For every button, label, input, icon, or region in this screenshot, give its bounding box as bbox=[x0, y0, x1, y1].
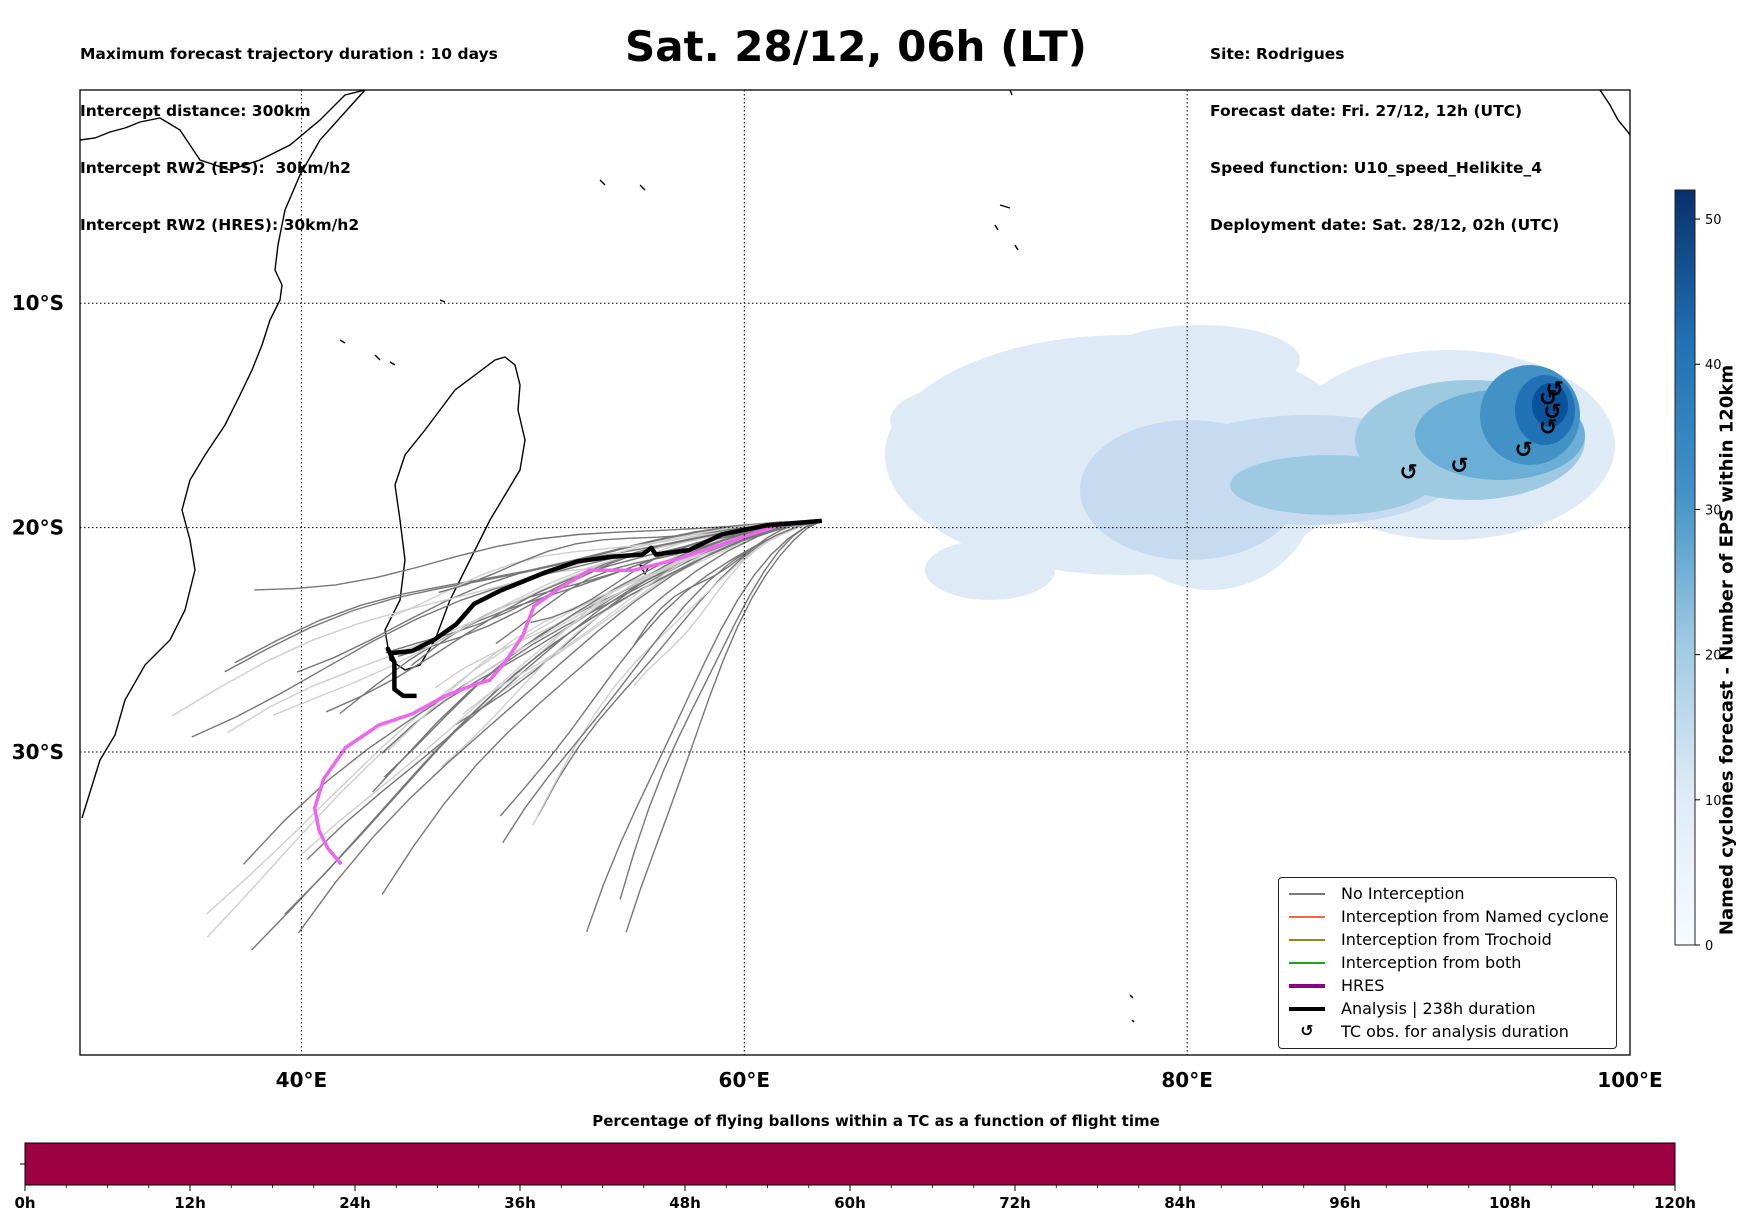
colorbar bbox=[1674, 189, 1696, 946]
legend-swatch bbox=[1289, 893, 1325, 895]
cyclone-density-field bbox=[885, 325, 1615, 600]
seychelles-islands bbox=[439, 179, 646, 303]
eps-trajectory bbox=[586, 520, 823, 933]
header-right-line: Speed function: U10_speed_Helikite_4 bbox=[1210, 159, 1543, 177]
madagascar-coastline bbox=[384, 356, 526, 671]
eps-trajectory bbox=[633, 520, 822, 687]
colorbar-label-wrap: Named cyclones forecast - Number of EPS … bbox=[1712, 350, 1742, 950]
eps-trajectory bbox=[325, 520, 822, 713]
tc-obs-marker-icon: ↺ bbox=[1543, 400, 1561, 425]
header-right-line: Site: Rodrigues bbox=[1210, 45, 1345, 63]
sumatra-coastline bbox=[1599, 90, 1630, 136]
header-left-info: Maximum forecast trajectory duration : 1… bbox=[80, 7, 498, 254]
timebar-tick-label: 96h bbox=[1329, 1194, 1361, 1212]
colorbar-ticks: 0 10 20 30 40 50 bbox=[1695, 213, 1722, 954]
legend-label: No Interception bbox=[1341, 884, 1465, 903]
hres-trajectory bbox=[312, 519, 822, 866]
timebar-title: Percentage of flying ballons within a TC… bbox=[592, 1112, 1160, 1130]
comoros-islands bbox=[339, 339, 396, 366]
amsterdam-island bbox=[1129, 994, 1135, 1023]
legend-swatch bbox=[1289, 984, 1325, 988]
timebar-ticks: 0h 12h 24h 36h 48h 60h 72h 84h 96h 108h 120h bbox=[14, 1185, 1696, 1212]
tc-obs-marker-icon: ↺ bbox=[1514, 438, 1532, 463]
lon-tick-labels: 40°E 60°E 80°E 100°E bbox=[276, 1068, 1663, 1092]
tc-obs-marker-icon: ↺ bbox=[1539, 416, 1557, 441]
timebar-tick-label: 72h bbox=[999, 1194, 1031, 1212]
eps-trajectory bbox=[619, 520, 823, 900]
colorbar-tick-label: 10 bbox=[1705, 794, 1722, 809]
timebar-tick-label: 0h bbox=[14, 1194, 35, 1212]
lon-tick-label: 100°E bbox=[1597, 1068, 1662, 1092]
timebar-tick-label: 48h bbox=[669, 1194, 701, 1212]
tc-obs-marker-icon: ↺ bbox=[1399, 461, 1417, 486]
legend-swatch bbox=[1289, 939, 1325, 941]
africa-coastline bbox=[80, 90, 366, 819]
eps-trajectory bbox=[171, 520, 822, 717]
colorbar-label: Named cyclones forecast - Number of EPS … bbox=[1716, 364, 1738, 936]
eps-trajectory bbox=[625, 520, 823, 933]
eps-trajectory bbox=[502, 520, 822, 844]
legend-label: HRES bbox=[1341, 976, 1385, 995]
legend-label: Interception from both bbox=[1341, 953, 1522, 972]
legend-label: Interception from Trochoid bbox=[1341, 930, 1552, 949]
lat-tick-label: 30°S bbox=[12, 740, 64, 764]
lat-tick-label: 20°S bbox=[12, 516, 64, 540]
tc-obs-marker-icon: ↺ bbox=[1539, 386, 1557, 411]
grid bbox=[80, 90, 1630, 1055]
timebar-tick-label: 108h bbox=[1489, 1194, 1531, 1212]
lon-tick-label: 60°E bbox=[719, 1068, 771, 1092]
timebar-tick-label: 24h bbox=[339, 1194, 371, 1212]
legend-label: Analysis | 238h duration bbox=[1341, 999, 1536, 1018]
timebar-tick-label: 12h bbox=[174, 1194, 206, 1212]
eps-trajectory bbox=[284, 520, 822, 915]
main-title: Sat. 28/12, 06h (LT) bbox=[625, 22, 1087, 71]
timebar-tick-label: 60h bbox=[834, 1194, 866, 1212]
lon-tick-label: 40°E bbox=[276, 1068, 328, 1092]
eps-trajectory bbox=[297, 520, 822, 934]
header-left-line: Intercept distance: 300km bbox=[80, 102, 311, 120]
colorbar-tick-label: 0 bbox=[1705, 939, 1713, 954]
colorbar-tick-label: 20 bbox=[1705, 649, 1722, 664]
tc-obs-markers: ↺ ↺↺↺↺↺↺ bbox=[1399, 377, 1564, 485]
lon-tick-label: 80°E bbox=[1161, 1068, 1213, 1092]
lat-tick-label: 10°S bbox=[12, 291, 64, 315]
tc-obs-marker-icon: ↺ bbox=[1450, 454, 1468, 479]
timebar-tick-label: 84h bbox=[1164, 1194, 1196, 1212]
timebar-tick-label: 120h bbox=[1654, 1194, 1696, 1212]
timebar-tick-label: 36h bbox=[504, 1194, 536, 1212]
chagos-islands bbox=[994, 204, 1019, 251]
analysis-trajectory bbox=[385, 518, 822, 699]
legend-label: Interception from Named cyclone bbox=[1341, 907, 1609, 926]
coastlines bbox=[80, 90, 1630, 1023]
legend-swatch bbox=[1289, 962, 1325, 964]
legend-swatch bbox=[1289, 1007, 1325, 1011]
eps-trajectory bbox=[381, 520, 822, 895]
colorbar-tick-label: 30 bbox=[1705, 503, 1722, 518]
header-left-line: Intercept RW2 (EPS): 30km/h2 bbox=[80, 159, 351, 177]
header-right-line: Forecast date: Fri. 27/12, 12h (UTC) bbox=[1210, 102, 1523, 120]
colorbar-tick-label: 50 bbox=[1705, 213, 1722, 228]
colorbar-tick-label: 40 bbox=[1705, 358, 1722, 373]
lat-tick-labels: 10°S 20°S 30°S bbox=[12, 291, 64, 764]
header-left-line: Intercept RW2 (HRES): 30km/h2 bbox=[80, 216, 360, 234]
tc-obs-symbol-icon: ↺ bbox=[1300, 1021, 1314, 1040]
timebar bbox=[24, 1142, 1676, 1186]
tc-obs-marker-icon: ↺ bbox=[1545, 377, 1563, 402]
header-right-line: Deployment date: Sat. 28/12, 02h (UTC) bbox=[1210, 216, 1560, 234]
header-left-line: Maximum forecast trajectory duration : 1… bbox=[80, 45, 498, 63]
sri-lanka-maldives bbox=[1009, 90, 1013, 96]
legend: No Interception Interception from Named … bbox=[1278, 877, 1617, 1049]
legend-swatch bbox=[1289, 916, 1325, 918]
legend-label: TC obs. for analysis duration bbox=[1341, 1022, 1569, 1041]
header-right-info: Site: Rodrigues Forecast date: Fri. 27/1… bbox=[1210, 7, 1559, 254]
